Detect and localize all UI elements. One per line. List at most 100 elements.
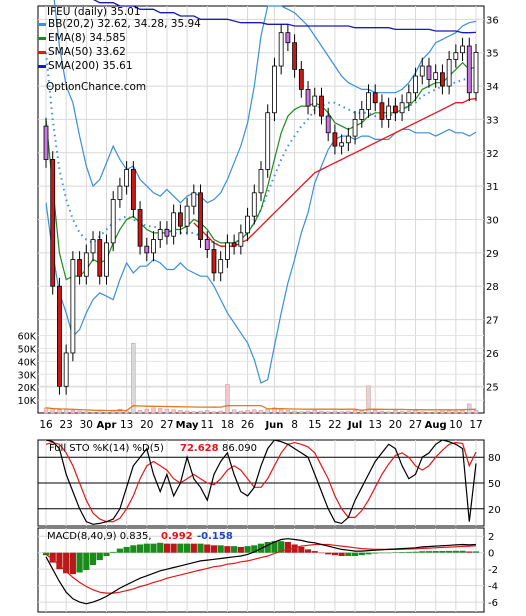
legend-swatch bbox=[38, 65, 46, 68]
candle-body bbox=[285, 32, 291, 44]
macd-histogram-bar bbox=[184, 543, 191, 553]
candle-body bbox=[177, 212, 183, 227]
volume-bar bbox=[386, 411, 391, 414]
volume-bar bbox=[97, 411, 102, 414]
candle-body bbox=[359, 109, 365, 120]
volume-bar bbox=[292, 410, 297, 414]
volume-bar bbox=[225, 384, 230, 414]
candle-body bbox=[413, 75, 418, 94]
x-tick-label: 17 bbox=[469, 419, 482, 431]
candle-body bbox=[399, 102, 405, 114]
candle-body bbox=[372, 92, 378, 104]
x-tick-label: 13 bbox=[120, 419, 133, 431]
volume-bar bbox=[446, 410, 452, 414]
macd-histogram-bar bbox=[89, 552, 97, 566]
volume-bar bbox=[440, 410, 445, 414]
volume-bar bbox=[104, 412, 109, 414]
macd-histogram-bar bbox=[419, 551, 426, 553]
stochastic-tick-label: 50 bbox=[488, 479, 501, 490]
x-tick-label: 8 bbox=[291, 419, 298, 431]
macd-histogram-bar bbox=[210, 545, 218, 553]
candle-body bbox=[238, 232, 244, 247]
macd-histogram-bar bbox=[271, 541, 278, 553]
candle-body bbox=[292, 42, 297, 70]
macd-histogram-bar bbox=[466, 551, 473, 553]
macd-histogram-bar bbox=[177, 543, 184, 553]
volume-bar bbox=[131, 343, 136, 414]
macd-histogram-bar bbox=[304, 549, 312, 553]
macd-histogram-bar bbox=[472, 551, 480, 553]
x-tick-label: 11 bbox=[201, 419, 214, 431]
legend-label: BB(20,2) 32.62, 34.28, 35.94 bbox=[48, 18, 201, 30]
candle-body bbox=[272, 65, 277, 114]
macd-histogram-bar bbox=[96, 552, 103, 561]
volume-tick-label: 40K bbox=[18, 357, 37, 368]
macd-histogram-bar bbox=[311, 551, 318, 553]
macd-histogram-bar bbox=[399, 552, 406, 553]
candle-body bbox=[325, 115, 331, 134]
macd-histogram-bar bbox=[358, 552, 365, 556]
chart-title: IFEU (daily) 35.01 bbox=[47, 6, 141, 18]
volume-bar bbox=[245, 410, 250, 414]
macd-histogram-bar bbox=[157, 542, 164, 553]
candle-body bbox=[345, 135, 351, 144]
volume-bar bbox=[198, 410, 203, 414]
x-tick-label: 23 bbox=[59, 419, 72, 431]
macd-histogram-bar bbox=[237, 546, 244, 553]
price-tick-label: 32 bbox=[486, 149, 499, 160]
candle-body bbox=[104, 242, 109, 277]
macd-histogram-bar bbox=[351, 552, 359, 556]
macd-histogram-bar bbox=[136, 544, 144, 553]
price-tick-label: 30 bbox=[486, 216, 499, 227]
volume-bar bbox=[124, 410, 129, 414]
macd-histogram-bar bbox=[425, 551, 433, 553]
volume-bar bbox=[299, 411, 304, 414]
macd-histogram-bar bbox=[63, 552, 70, 574]
candle-body bbox=[258, 169, 264, 194]
macd-histogram-bar bbox=[231, 546, 238, 553]
volume-bar bbox=[406, 410, 411, 414]
volume-bar bbox=[184, 410, 190, 414]
x-tick-label: 22 bbox=[328, 419, 341, 431]
volume-bar bbox=[43, 407, 49, 414]
macd-histogram-bar bbox=[284, 542, 291, 553]
price-tick-label: 29 bbox=[486, 249, 499, 260]
macd-histogram-bar bbox=[251, 545, 258, 553]
candle-body bbox=[251, 192, 257, 217]
candle-body bbox=[110, 199, 116, 244]
price-tick-label: 34 bbox=[486, 82, 499, 93]
legend-swatch bbox=[38, 37, 46, 40]
x-tick-label: 15 bbox=[308, 419, 321, 431]
volume-bar bbox=[205, 410, 210, 414]
volume-bar bbox=[453, 410, 458, 414]
candle-body bbox=[164, 229, 170, 237]
macd-tick-label: 2 bbox=[488, 532, 494, 543]
candle-body bbox=[144, 245, 150, 254]
x-tick-label: May bbox=[176, 420, 199, 431]
volume-bar bbox=[413, 410, 418, 414]
volume-bar bbox=[211, 411, 217, 414]
macd-histogram-bar bbox=[56, 552, 63, 570]
volume-bar bbox=[305, 410, 311, 414]
x-tick-label: 20 bbox=[140, 419, 153, 431]
candle-body bbox=[218, 259, 224, 274]
candle-body bbox=[63, 352, 69, 387]
volume-bar bbox=[151, 407, 156, 414]
macd-signal-value: -0.158 bbox=[197, 531, 233, 542]
candle-body bbox=[124, 169, 130, 187]
macd-histogram-bar bbox=[103, 552, 110, 556]
macd-histogram-bar bbox=[405, 551, 412, 553]
volume-tick-label: 20K bbox=[18, 383, 37, 394]
candle-body bbox=[305, 89, 311, 107]
macd-histogram-bar bbox=[338, 552, 345, 556]
volume-tick-label: 30K bbox=[18, 370, 37, 381]
macd-histogram-bar bbox=[264, 542, 271, 553]
candle-body bbox=[225, 242, 230, 260]
macd-histogram-bar bbox=[439, 550, 446, 553]
volume-bar bbox=[171, 409, 176, 414]
watermark: OptionChance.com bbox=[46, 81, 146, 93]
candle-body bbox=[130, 169, 136, 210]
volume-bar bbox=[420, 411, 425, 414]
candle-body bbox=[298, 68, 304, 90]
